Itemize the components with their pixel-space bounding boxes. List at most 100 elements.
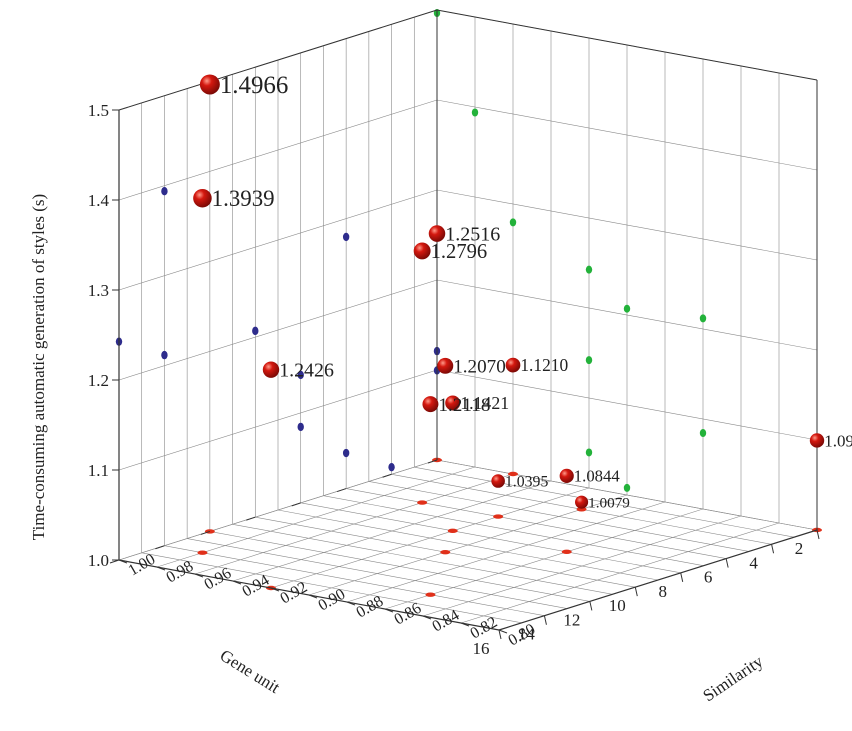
left-wall-grid-line: [118, 99, 438, 201]
right-wall-grid-line: [436, 459, 818, 531]
right-wall-grid-line: [436, 279, 818, 351]
x-tick-mark: [543, 615, 547, 625]
y-tick-mark: [498, 629, 508, 634]
data-label: 1.4966: [220, 72, 288, 99]
data-point: [575, 495, 589, 509]
data-label: 1.2516: [445, 224, 500, 246]
right-wall-projection-point: [623, 483, 631, 492]
floor-projection-point: [447, 528, 458, 534]
floor-grid-line: [384, 508, 704, 610]
data-label: 1.0395: [505, 474, 549, 491]
y-axis-line: [498, 529, 818, 631]
data-point: [491, 474, 505, 488]
right-wall-grid-line: [436, 99, 818, 171]
floor-projection-point: [197, 550, 208, 555]
x-tick-mark: [634, 587, 638, 597]
z-tick-label: 1.3: [88, 281, 109, 300]
data-label: 1.1421: [460, 393, 509, 413]
x-axis-title: Gene unit: [217, 646, 284, 698]
data-point: [559, 468, 574, 483]
top-left-edge: [118, 9, 438, 111]
floor-projection-point: [508, 471, 518, 477]
y-tick-mark: [384, 608, 394, 613]
x-tick-label: 2: [795, 539, 804, 558]
right-wall-projection-point: [699, 314, 707, 323]
x-tick-label: 4: [749, 553, 758, 572]
x-tick-mark: [291, 502, 301, 507]
z-tick-label: 1.5: [88, 101, 109, 120]
left-wall-projection-point: [388, 462, 395, 472]
floor-grid-line: [270, 487, 590, 589]
floor-grid-line: [232, 480, 552, 582]
y-tick-mark: [270, 587, 280, 592]
x-tick-mark: [200, 530, 211, 535]
data-label: 1.2426: [279, 360, 334, 382]
left-wall-projection-point: [297, 422, 304, 432]
floor-grid-line: [460, 522, 780, 624]
y-tick-mark: [346, 601, 356, 606]
left-wall-projection-point: [161, 187, 168, 196]
right-wall-projection-point: [509, 218, 517, 227]
grid-lines: [118, 9, 818, 631]
x-tick-mark: [725, 558, 729, 568]
x-tick-mark: [589, 601, 593, 611]
left-wall-projection-point: [342, 232, 350, 242]
top-right-edge: [436, 9, 818, 81]
x-tick-label: 6: [704, 568, 713, 587]
data-points: [193, 74, 825, 509]
x-tick-label: 16: [473, 639, 490, 658]
data-label: 1.1210: [520, 355, 568, 375]
x-tick-mark: [427, 459, 438, 464]
floor-projection-point: [493, 514, 504, 519]
data-point: [413, 242, 431, 260]
data-point: [445, 395, 461, 411]
data-point: [193, 188, 212, 208]
labels: 1.0995 1.1210 1.2516 1.0079 1.0395 1.2796 1.08…: [212, 72, 852, 511]
x-tick-label: 8: [658, 582, 667, 601]
x-tick-mark: [382, 473, 392, 478]
right-wall-grid-line: [436, 189, 818, 261]
floor-grid-line: [422, 515, 742, 617]
data-label: 1.3939: [212, 186, 275, 211]
y-tick-mark: [118, 559, 128, 564]
z-tick-label: 1.4: [88, 191, 110, 210]
x-tick-label: 12: [563, 610, 580, 629]
left-wall-projection-point: [342, 448, 350, 458]
data-label: 1.2118: [438, 395, 490, 416]
right-wall-projection-point: [585, 448, 593, 457]
floor-projection-point: [417, 500, 428, 505]
x-tick-mark: [246, 516, 256, 521]
floor-grid-line: [346, 501, 666, 603]
data-point: [809, 433, 825, 448]
data-label: 1.2796: [431, 241, 488, 263]
y-tick-mark: [156, 566, 166, 571]
x-tick-mark: [680, 572, 684, 582]
x-tick-mark: [498, 629, 502, 640]
floor-projection-point: [561, 549, 572, 555]
floor-grid-line: [156, 466, 476, 568]
floor-projection-point: [425, 592, 436, 597]
z-tick-label: 1.2: [88, 371, 109, 390]
y-tick-mark: [232, 580, 242, 585]
left-wall-projection-point: [252, 326, 259, 336]
data-label: 1.0844: [574, 467, 621, 486]
z-tick-label: 1.0: [88, 551, 109, 570]
z-tick-label: 1.1: [88, 461, 109, 480]
data-label: 1.0079: [588, 494, 630, 511]
data-point: [262, 361, 280, 378]
floor-projection-point: [440, 549, 451, 555]
data-point: [437, 357, 454, 374]
x-tick-mark: [336, 488, 347, 493]
floor-grid-line: [308, 494, 628, 596]
right-wall-projection-point: [699, 429, 707, 438]
right-wall-projection-point: [623, 304, 631, 313]
x-tick-label: 10: [609, 596, 626, 615]
right-wall-grid-line: [436, 369, 818, 441]
y-axis-title: Similarity: [699, 651, 766, 705]
x-tick-label: 14: [518, 625, 536, 644]
x-tick-mark: [155, 545, 165, 550]
data-label: 1.2070: [453, 357, 506, 378]
right-wall-projection-point: [585, 356, 593, 365]
